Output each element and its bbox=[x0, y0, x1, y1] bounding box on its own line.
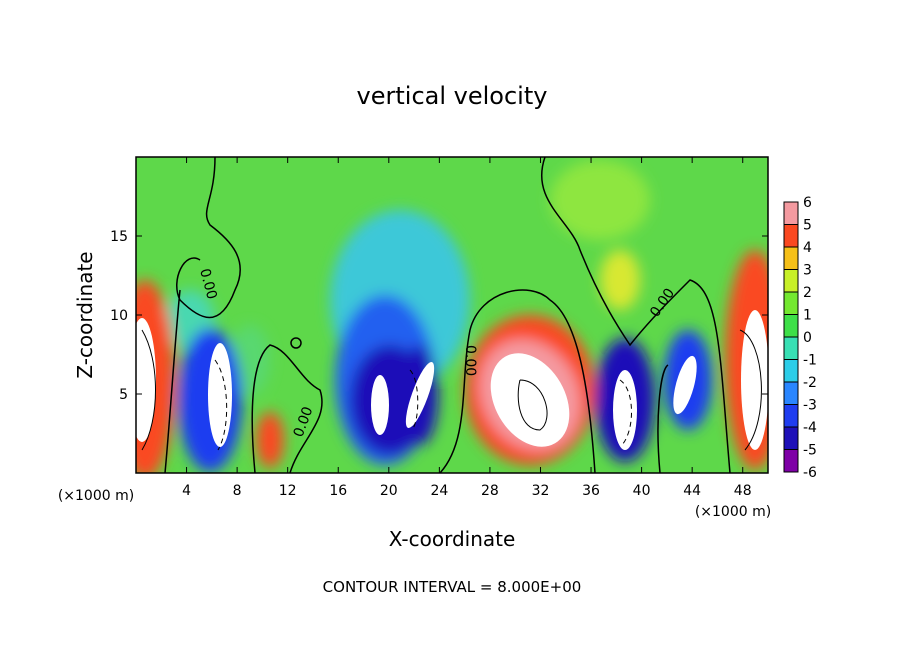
colorbar-tick-label: -5 bbox=[803, 443, 817, 459]
colorbar-band bbox=[784, 224, 798, 247]
colorbar-band bbox=[784, 202, 798, 225]
contour-label: 0.00 bbox=[196, 267, 220, 301]
colorbar-band bbox=[784, 359, 798, 382]
x-tick-label: 48 bbox=[734, 483, 752, 499]
colorbar-band bbox=[784, 247, 798, 270]
colorbar-band bbox=[784, 382, 798, 405]
colorbar-band bbox=[784, 314, 798, 337]
x-tick-label: 20 bbox=[380, 483, 398, 499]
field: 0.00 0.00 0.00 0.00 bbox=[136, 157, 768, 473]
x-unit-label: (×1000 m) bbox=[58, 488, 134, 504]
y-axis-title: Z-coordinate bbox=[73, 251, 97, 378]
colorbar-tick-label: 1 bbox=[803, 308, 812, 324]
x-tick-label: 32 bbox=[532, 483, 550, 499]
colorbar-band bbox=[784, 404, 798, 427]
x-tick-label: 28 bbox=[481, 483, 499, 499]
x-tick-label: 24 bbox=[430, 483, 448, 499]
y-tick-label: 15 bbox=[110, 229, 128, 245]
colorbar-band bbox=[784, 337, 798, 360]
x-tick-label: 8 bbox=[233, 483, 242, 499]
colorbar-tick-label: 0 bbox=[803, 330, 812, 346]
colorbar-band bbox=[784, 449, 798, 472]
chart-title: vertical velocity bbox=[357, 82, 548, 110]
colorbar-tick-label: -6 bbox=[803, 465, 817, 481]
x-tick-label: 4 bbox=[182, 483, 191, 499]
colorbar-tick-label: 3 bbox=[803, 263, 812, 279]
colorbar-tick-label: -2 bbox=[803, 375, 817, 391]
x-axis-title: X-coordinate bbox=[389, 527, 516, 551]
colorbar-tick-label: 2 bbox=[803, 285, 812, 301]
colorbar-tick-label: 4 bbox=[803, 240, 812, 256]
x-tick-label: 36 bbox=[582, 483, 600, 499]
colorbar-tick-label: -1 bbox=[803, 353, 817, 369]
footnote: CONTOUR INTERVAL = 8.000E+00 bbox=[323, 578, 582, 596]
x-tick-label: 40 bbox=[633, 483, 651, 499]
colorbar-tick-label: 6 bbox=[803, 195, 812, 211]
colorbar-band bbox=[784, 427, 798, 450]
x-tick-label: 12 bbox=[279, 483, 297, 499]
colorbar-tick-label: -4 bbox=[803, 420, 817, 436]
colorbar-tick-label: 5 bbox=[803, 218, 812, 234]
colorbar-band bbox=[784, 292, 798, 315]
contour-label: 0.00 bbox=[462, 345, 478, 376]
colorbar-tick-label: -3 bbox=[803, 398, 817, 414]
colorbar-band bbox=[784, 269, 798, 292]
y-tick-label: 5 bbox=[119, 387, 128, 403]
x-tick-label: 16 bbox=[329, 483, 347, 499]
y-tick-label: 10 bbox=[110, 308, 128, 324]
x-tick-label: 44 bbox=[683, 483, 701, 499]
x-unit-label: (×1000 m) bbox=[695, 504, 771, 520]
